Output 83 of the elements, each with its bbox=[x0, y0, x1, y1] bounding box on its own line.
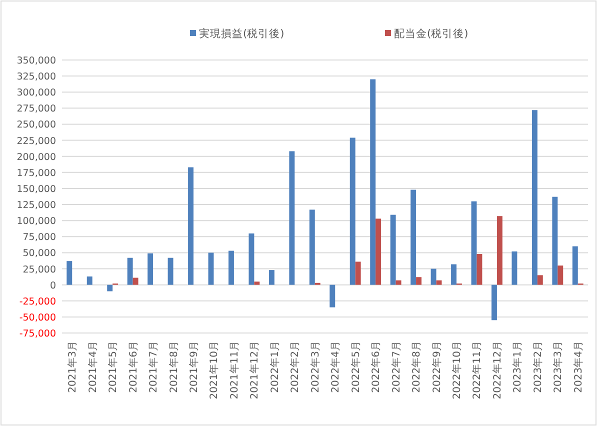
x-tick-label: 2022年10月 bbox=[451, 341, 463, 400]
x-tick-label: 2022年8月 bbox=[410, 341, 423, 393]
x-tick-label: 2021年5月 bbox=[107, 341, 120, 393]
bar bbox=[148, 253, 154, 285]
x-tick-label: 2022年1月 bbox=[268, 341, 281, 393]
bar bbox=[532, 110, 538, 285]
x-tick-label: 2021年4月 bbox=[86, 341, 99, 393]
x-tick-label: 2023年3月 bbox=[552, 341, 564, 393]
y-tick-label: 25,000 bbox=[22, 264, 56, 276]
legend-label: 実現損益(税引後) bbox=[199, 27, 284, 40]
y-tick-label: 0 bbox=[50, 280, 56, 292]
bar bbox=[552, 196, 558, 285]
x-tick-label: 2021年10月 bbox=[208, 341, 220, 400]
bar bbox=[376, 218, 382, 285]
bar bbox=[370, 79, 376, 285]
bar bbox=[268, 270, 274, 285]
legend-label: 配当金(税引後) bbox=[394, 27, 468, 40]
bar bbox=[476, 254, 482, 285]
y-tick-label: 300,000 bbox=[16, 88, 56, 99]
y-tick-label: 150,000 bbox=[16, 184, 56, 195]
x-tick-label: 2022年9月 bbox=[430, 341, 443, 393]
bar bbox=[390, 214, 396, 285]
bar bbox=[208, 252, 214, 285]
x-tick-label: 2021年3月 bbox=[66, 341, 79, 393]
bar bbox=[188, 167, 194, 285]
bar bbox=[248, 233, 254, 285]
bar bbox=[254, 282, 260, 285]
x-tick-label: 2021年6月 bbox=[127, 341, 140, 393]
y-tick-label: 225,000 bbox=[16, 136, 56, 147]
x-tick-label: 2023年2月 bbox=[532, 341, 544, 393]
bar bbox=[572, 246, 578, 285]
x-tick-label: 2022年12月 bbox=[491, 341, 504, 400]
y-tick-label: -50,000 bbox=[19, 312, 56, 324]
bar bbox=[228, 250, 234, 285]
x-tick-label: 2022年6月 bbox=[370, 341, 382, 393]
bar bbox=[496, 216, 502, 285]
bar bbox=[492, 284, 497, 320]
x-tick-label: 2021年12月 bbox=[248, 341, 261, 400]
x-tick-label: 2022年4月 bbox=[330, 341, 342, 393]
bar bbox=[451, 264, 456, 285]
bar bbox=[350, 138, 356, 285]
y-tick-label: 100,000 bbox=[16, 216, 56, 228]
y-tick-label: 175,000 bbox=[16, 168, 56, 179]
bar bbox=[512, 251, 518, 285]
y-tick-label: 275,000 bbox=[16, 104, 56, 115]
y-tick-label: 75,000 bbox=[22, 232, 56, 244]
x-tick-label: 2021年9月 bbox=[188, 341, 200, 393]
y-tick-label: 325,000 bbox=[16, 72, 56, 83]
bar bbox=[107, 284, 113, 292]
bar bbox=[410, 190, 416, 285]
x-tick-label: 2022年2月 bbox=[289, 341, 302, 393]
bar bbox=[436, 280, 442, 285]
x-tick-label: 2023年1月 bbox=[512, 341, 524, 393]
y-tick-label: 125,000 bbox=[16, 200, 56, 212]
x-tick-label: 2021年11月 bbox=[228, 341, 240, 400]
x-tick-label: 2021年7月 bbox=[148, 341, 160, 393]
bar bbox=[132, 278, 138, 285]
x-tick-label: 2021年8月 bbox=[168, 341, 180, 393]
bar bbox=[471, 201, 477, 285]
y-tick-label: -75,000 bbox=[19, 328, 56, 340]
bar bbox=[66, 261, 72, 285]
x-tick-label: 2022年11月 bbox=[471, 341, 484, 400]
bar bbox=[309, 210, 315, 285]
y-tick-label: -25,000 bbox=[19, 296, 56, 308]
bar bbox=[168, 258, 174, 285]
x-tick-label: 2022年3月 bbox=[309, 341, 322, 393]
bar bbox=[289, 151, 295, 285]
bar bbox=[430, 268, 436, 285]
x-tick-label: 2023年4月 bbox=[572, 341, 584, 393]
y-tick-label: 350,000 bbox=[16, 56, 56, 66]
x-tick-label: 2022年5月 bbox=[350, 341, 362, 393]
bar bbox=[86, 276, 92, 285]
bar bbox=[537, 275, 543, 285]
x-tick-label: 2022年7月 bbox=[390, 341, 402, 393]
y-tick-label: 50,000 bbox=[22, 248, 56, 260]
y-tick-label: 250,000 bbox=[16, 120, 56, 131]
bar bbox=[355, 262, 361, 285]
bar bbox=[416, 277, 422, 285]
y-tick-label: 200,000 bbox=[16, 152, 56, 163]
bar bbox=[396, 280, 402, 285]
bar bbox=[558, 266, 564, 285]
bar bbox=[127, 258, 133, 285]
bar bbox=[330, 284, 336, 308]
